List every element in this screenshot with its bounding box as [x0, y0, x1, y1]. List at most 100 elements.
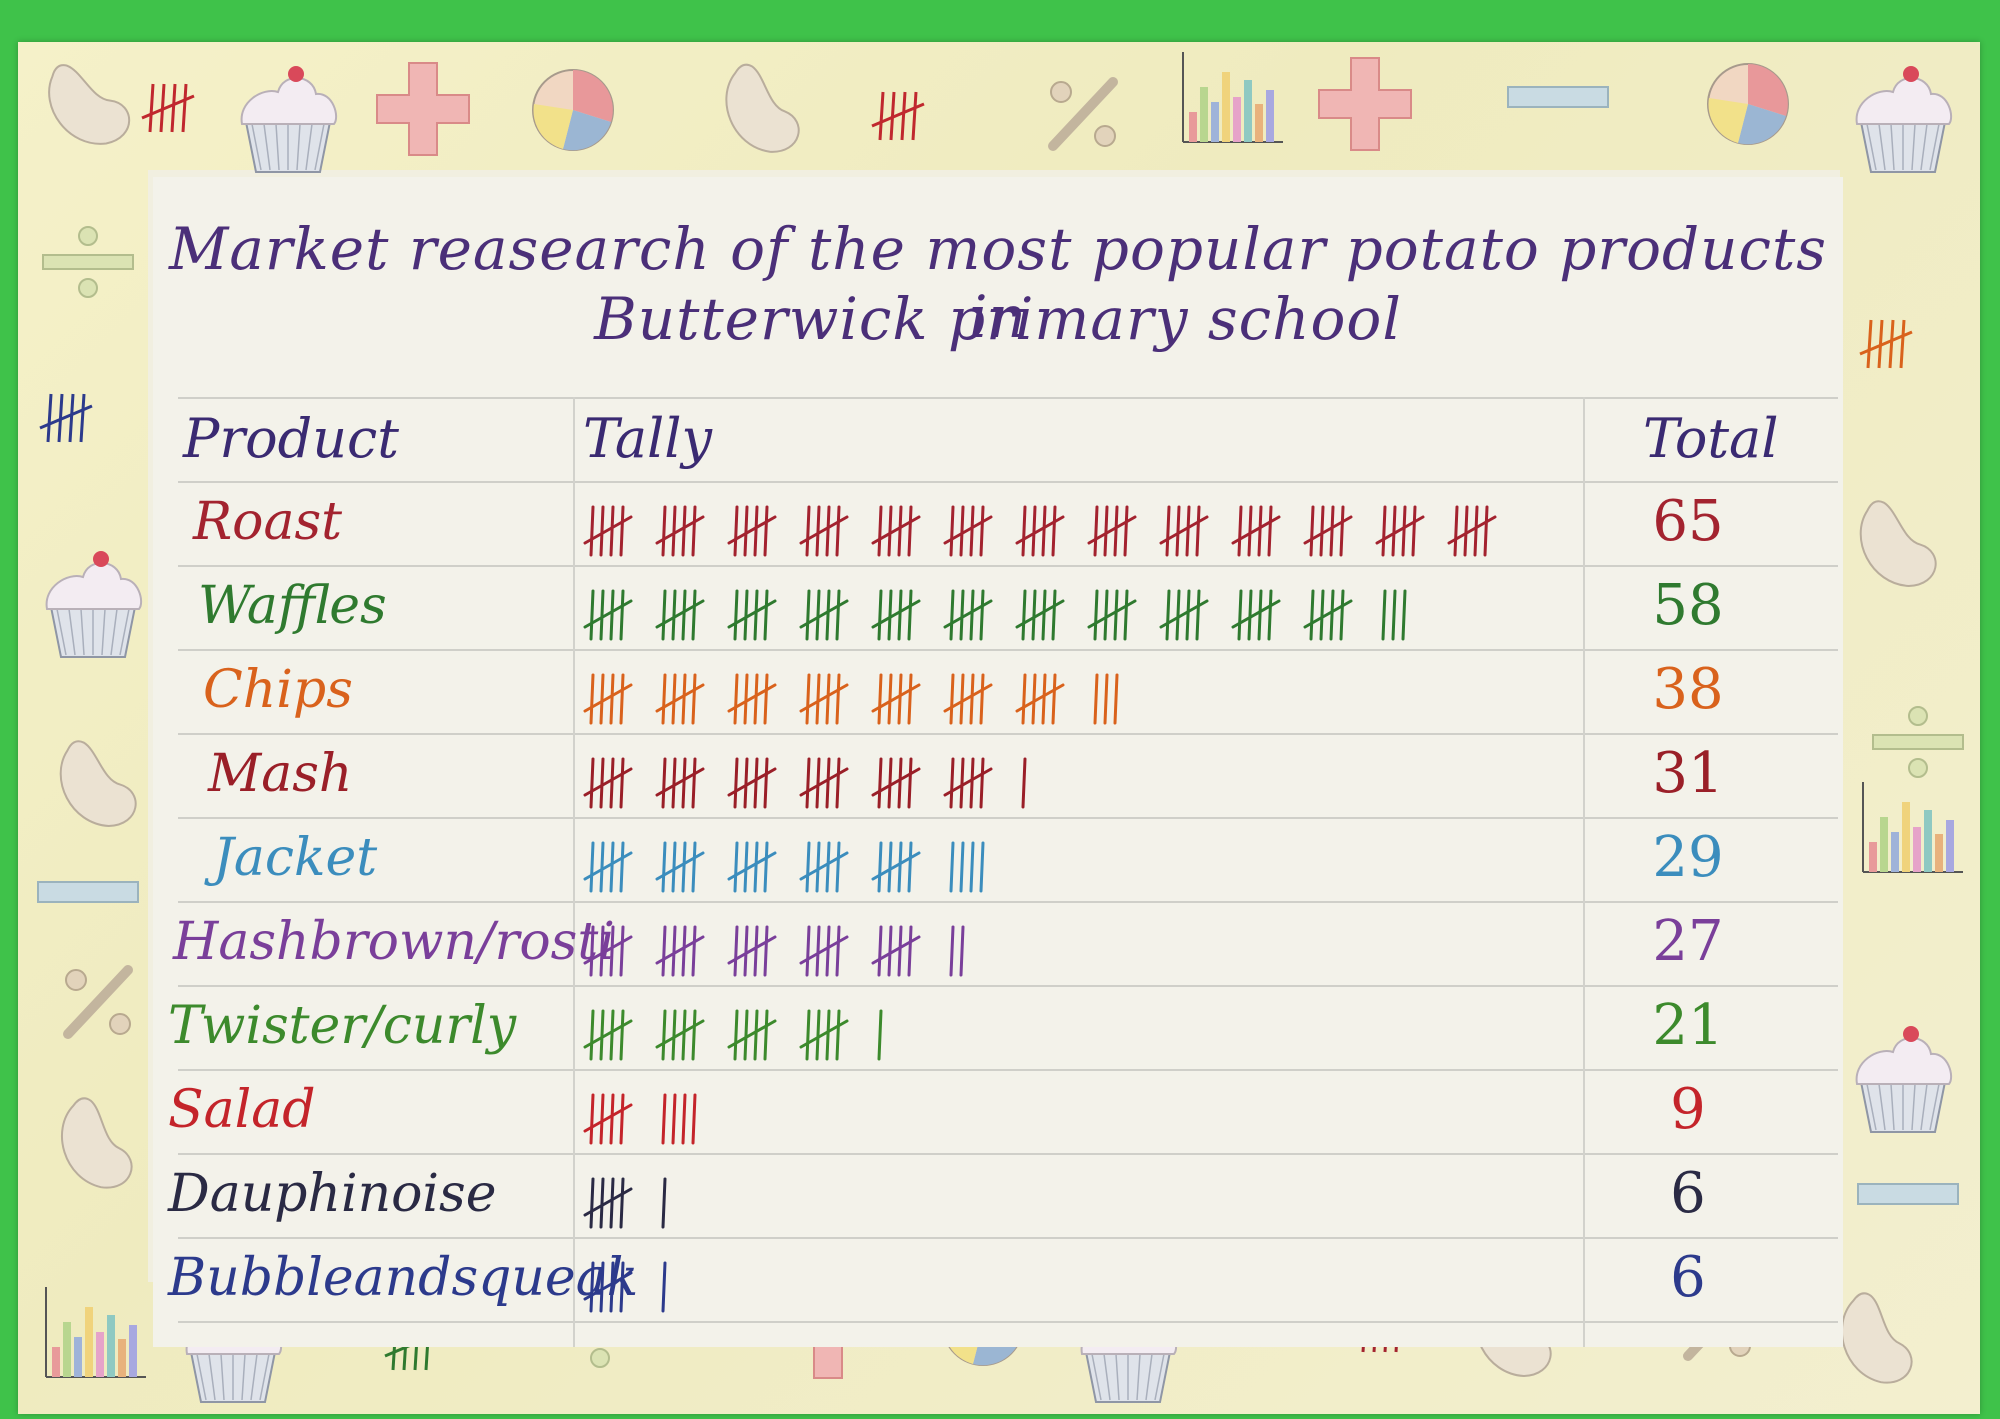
divide-icon: [1872, 706, 1964, 778]
total-value: 9: [1670, 1077, 1706, 1142]
tally-stroke: [733, 757, 739, 809]
tally-stroke: [589, 1093, 595, 1145]
tally-cross-stroke: [799, 599, 849, 629]
tally-stroke: [609, 589, 615, 641]
tally-stroke: [959, 757, 965, 809]
tally-marks: [583, 841, 985, 893]
tally-cross-stroke: [943, 599, 993, 629]
tally-stroke: [691, 757, 697, 809]
tally-cross-stroke: [727, 935, 777, 965]
bean-icon: [48, 64, 131, 145]
tally-cross-stroke: [799, 767, 849, 797]
tally-stroke: [979, 505, 985, 557]
tally-stroke: [681, 673, 687, 725]
tally-stroke: [1257, 589, 1263, 641]
tally-stroke: [1267, 589, 1273, 641]
tally-stroke: [959, 673, 965, 725]
tally-stroke: [815, 757, 821, 809]
tally-stroke: [1103, 589, 1109, 641]
tally-stroke: [609, 505, 615, 557]
tally-cross-stroke: [1231, 599, 1281, 629]
tally-cross-stroke: [871, 683, 921, 713]
tally-cross-stroke: [1159, 515, 1209, 545]
tally-stroke: [1093, 673, 1099, 725]
tally-cross-stroke: [1015, 515, 1065, 545]
header-tally: Tally: [583, 407, 713, 470]
bean-icon: [1840, 1292, 1913, 1384]
tally-stroke: [959, 841, 965, 893]
tally-stroke: [589, 673, 595, 725]
tally-stroke: [733, 925, 739, 977]
tally-stroke: [681, 757, 687, 809]
plus-icon: [376, 62, 470, 156]
tally-icon: [141, 83, 195, 133]
tally-stroke: [815, 589, 821, 641]
tally-stroke: [589, 1177, 595, 1229]
tally-stroke: [907, 757, 913, 809]
tally-stroke: [825, 589, 831, 641]
tally-stroke: [599, 1261, 605, 1313]
tally-cross-stroke: [727, 683, 777, 713]
ruled-line: [178, 817, 1838, 819]
tally-cross-stroke: [583, 1187, 633, 1217]
tally-stroke: [661, 1093, 667, 1145]
tally-icon: [1859, 319, 1913, 369]
tally-stroke: [599, 841, 605, 893]
tally-stroke: [907, 841, 913, 893]
tally-stroke: [825, 505, 831, 557]
tally-stroke: [1381, 589, 1387, 641]
total-value: 65: [1652, 489, 1724, 554]
tally-stroke: [1051, 589, 1057, 641]
ruled-line: [178, 1237, 1838, 1239]
tally-cross-stroke: [871, 935, 921, 965]
tally-icon: [39, 393, 93, 443]
tally-stroke: [681, 841, 687, 893]
tally-stroke: [743, 673, 749, 725]
tally-stroke: [661, 757, 667, 809]
total-value: 38: [1652, 657, 1724, 722]
tally-stroke: [877, 589, 883, 641]
tally-stroke: [589, 1261, 595, 1313]
tally-stroke: [805, 589, 811, 641]
tally-stroke: [671, 673, 677, 725]
tally-cross-stroke: [1015, 683, 1065, 713]
tally-stroke: [1021, 589, 1027, 641]
tally-cross-stroke: [871, 599, 921, 629]
tally-stroke: [897, 505, 903, 557]
tally-cross-stroke: [583, 851, 633, 881]
minus-icon: [37, 881, 139, 903]
tally-stroke: [733, 505, 739, 557]
tally-stroke: [1237, 505, 1243, 557]
tally-stroke: [753, 757, 759, 809]
tally-cross-stroke: [583, 515, 633, 545]
tally-stroke: [1453, 505, 1459, 557]
tally-stroke: [897, 925, 903, 977]
tally-stroke: [763, 589, 769, 641]
tally-stroke: [1031, 673, 1037, 725]
tally-cross-stroke: [727, 767, 777, 797]
tally-stroke: [805, 757, 811, 809]
tally-stroke: [733, 841, 739, 893]
tally-stroke: [733, 589, 739, 641]
tally-stroke: [1309, 505, 1315, 557]
tally-stroke: [763, 1009, 769, 1061]
tally-stroke: [969, 673, 975, 725]
tally-stroke: [877, 925, 883, 977]
tally-marks: [583, 757, 1027, 809]
tally-stroke: [959, 925, 965, 977]
tally-cross-stroke: [583, 1019, 633, 1049]
tally-stroke: [763, 673, 769, 725]
bean-icon: [1859, 500, 1937, 587]
tally-stroke: [743, 1009, 749, 1061]
ruled-line: [178, 481, 1838, 483]
tally-cross-stroke: [583, 1103, 633, 1133]
ruled-line: [178, 649, 1838, 651]
tally-stroke: [661, 925, 667, 977]
tally-stroke: [815, 505, 821, 557]
tally-icon: [871, 91, 925, 141]
tally-cross-stroke: [799, 1019, 849, 1049]
tally-stroke: [671, 925, 677, 977]
tally-cross-stroke: [799, 515, 849, 545]
bean-icon: [59, 740, 137, 827]
tally-stroke: [1123, 589, 1129, 641]
